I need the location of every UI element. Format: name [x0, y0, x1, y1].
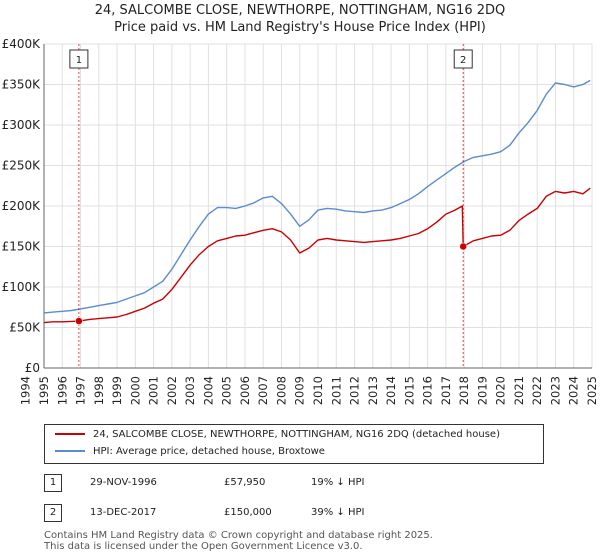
sale-point — [459, 242, 467, 251]
y-tick-label: £200K — [2, 199, 42, 213]
x-tick-label: 1996 — [55, 376, 69, 405]
sale-date: 29-NOV-1996 — [90, 477, 157, 488]
x-tick-label: 2002 — [165, 376, 179, 405]
x-tick-label: 2007 — [256, 376, 270, 405]
y-tick-label: £250K — [2, 159, 42, 173]
x-tick-label: 2018 — [457, 376, 471, 405]
x-tick-label: 2010 — [311, 376, 325, 405]
property-price-line — [43, 187, 591, 324]
x-tick-label: 2019 — [475, 376, 489, 405]
sale-date: 13-DEC-2017 — [90, 507, 157, 518]
price-chart: £0 £50K £100K £150K £200K £250K £300K £350K £400… — [2, 37, 599, 405]
x-tick-label: 1994 — [19, 376, 33, 405]
x-tick-label: 2012 — [348, 376, 362, 405]
footer-line1: Contains HM Land Registry data © Crown c… — [44, 530, 433, 541]
x-tick-label: 2004 — [201, 376, 215, 405]
y-tick-label: £100K — [2, 280, 42, 294]
sale-point — [75, 317, 83, 325]
sale-hpi-diff: 19% ↓ HPI — [311, 477, 365, 488]
sale-label: 2 — [460, 55, 466, 66]
footer-attribution: Contains HM Land Registry data © Crown c… — [44, 530, 433, 552]
y-tick-label: £300K — [2, 118, 42, 132]
x-tick-label: 1999 — [110, 376, 124, 405]
hpi-line — [43, 79, 591, 314]
sale-hpi-diff: 39% ↓ HPI — [311, 507, 365, 518]
x-tick-label: 2008 — [274, 376, 288, 405]
table-row: 1 29-NOV-1996 £57,950 19% ↓ HPI — [44, 474, 564, 492]
y-tick-label: £400K — [2, 37, 42, 51]
x-tick-label: 2011 — [329, 376, 343, 405]
sale-marker-badge: 2 — [44, 504, 62, 522]
x-tick-label: 1997 — [74, 376, 88, 405]
y-tick-label: £150K — [2, 240, 42, 254]
legend-label-hpi: HPI: Average price, detached house, Brox… — [93, 446, 325, 457]
x-tick-label: 2022 — [530, 376, 544, 405]
x-tick-label: 1995 — [37, 376, 51, 405]
chart-title-line2: Price paid vs. HM Land Registry's House … — [114, 20, 486, 35]
x-tick-label: 2015 — [402, 376, 416, 405]
sale-marker-badge: 1 — [44, 474, 62, 492]
x-tick-label: 2025 — [585, 376, 599, 405]
x-tick-label: 2023 — [548, 376, 562, 405]
x-tick-label: 2003 — [183, 376, 197, 405]
sale-label-box — [453, 49, 473, 69]
x-tick-label: 2016 — [421, 376, 435, 405]
legend-label-property: 24, SALCOMBE CLOSE, NEWTHORPE, NOTTINGHA… — [93, 429, 500, 440]
table-row: 2 13-DEC-2017 £150,000 39% ↓ HPI — [44, 504, 564, 522]
chart-title-line1: 24, SALCOMBE CLOSE, NEWTHORPE, NOTTINGHA… — [94, 3, 506, 18]
x-tick-label: 2017 — [439, 376, 453, 405]
x-tick-label: 2014 — [384, 376, 398, 405]
y-tick-label: £0 — [25, 361, 40, 375]
x-tick-label: 2021 — [512, 376, 526, 405]
x-tick-label: 2013 — [366, 376, 380, 405]
x-tick-label: 2024 — [567, 376, 581, 405]
x-tick-label: 2000 — [128, 376, 142, 405]
y-tick-label: £50K — [9, 321, 41, 335]
x-tick-label: 1998 — [92, 376, 106, 405]
x-tick-label: 2001 — [147, 376, 161, 405]
legend-swatch-property — [55, 433, 85, 435]
legend-item-hpi: HPI: Average price, detached house, Brox… — [55, 444, 325, 460]
footer-line2: This data is licensed under the Open Gov… — [44, 541, 363, 552]
sale-price: £150,000 — [224, 507, 272, 518]
x-tick-label: 2006 — [238, 376, 252, 405]
sale-price: £57,950 — [224, 477, 266, 488]
sale-label-box — [69, 49, 89, 69]
legend-swatch-hpi — [55, 450, 85, 452]
x-tick-label: 2009 — [293, 376, 307, 405]
chart-legend: 24, SALCOMBE CLOSE, NEWTHORPE, NOTTINGHA… — [44, 424, 544, 464]
legend-item-property: 24, SALCOMBE CLOSE, NEWTHORPE, NOTTINGHA… — [55, 427, 500, 443]
y-tick-label: £350K — [2, 78, 42, 92]
sale-label: 1 — [76, 55, 82, 66]
x-tick-label: 2005 — [220, 376, 234, 405]
x-tick-label: 2020 — [494, 376, 508, 405]
